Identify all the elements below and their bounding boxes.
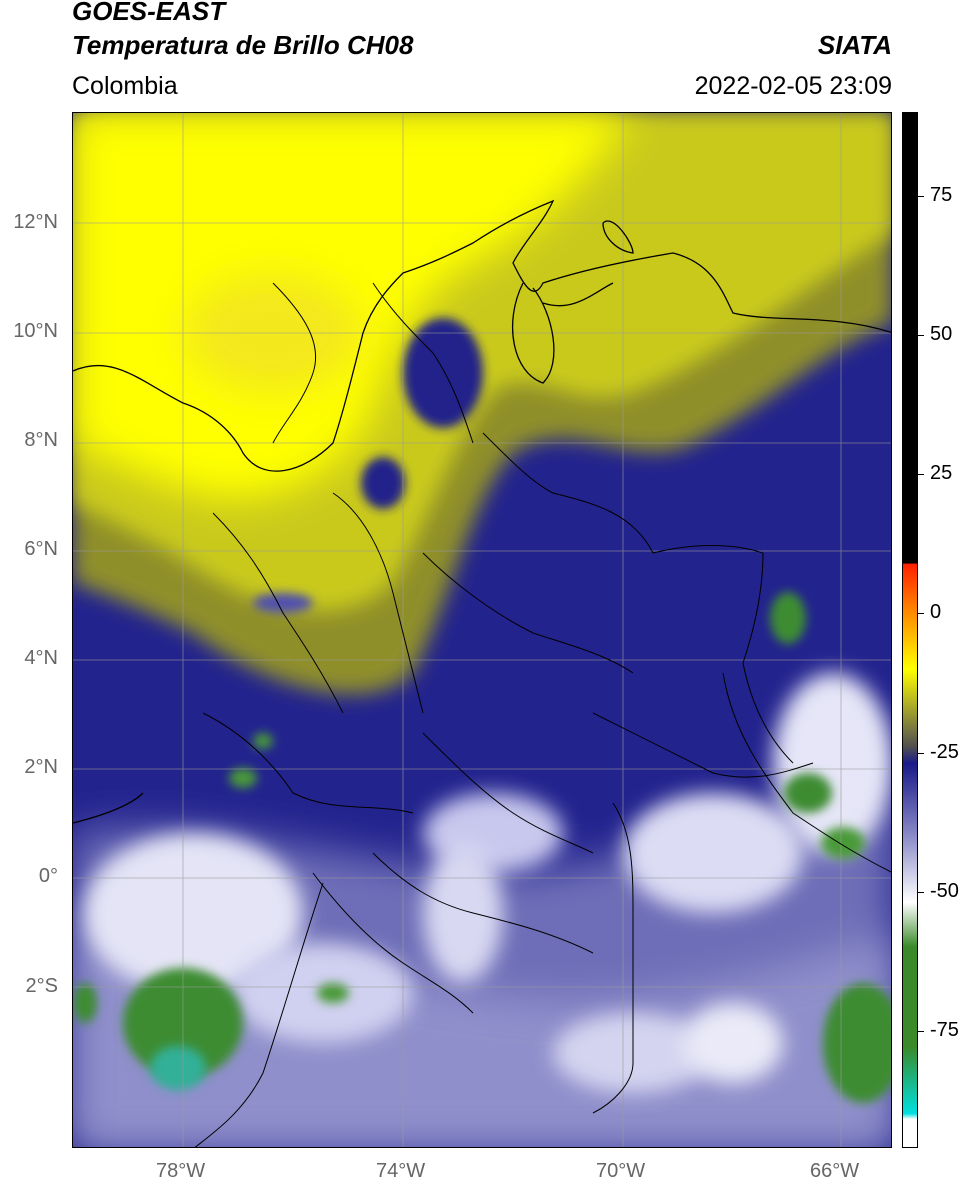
- cloud-streak: [83, 833, 303, 993]
- colorbar-tick-mark: [918, 752, 924, 754]
- colorbar-tick-mark: [918, 474, 924, 475]
- cloud-streak: [623, 793, 803, 913]
- datetime-label: 2022-02-05 23:09: [694, 72, 892, 100]
- product-title: Temperatura de Brillo CH08: [72, 30, 414, 60]
- cold-cloud-top: [784, 773, 832, 813]
- cold-cloud-top: [150, 1046, 206, 1090]
- admin-borders: [194, 282, 891, 1147]
- colorbar-tick-label: 25: [930, 462, 953, 484]
- org-label: SIATA: [817, 30, 892, 60]
- convective-core: [361, 457, 405, 509]
- region-label: Colombia: [72, 72, 178, 100]
- brightness-temperature-map: [73, 113, 891, 1147]
- convective-core: [403, 318, 483, 428]
- colorbar-tick-label: -50: [930, 879, 959, 902]
- cloud-streak: [773, 673, 891, 853]
- cold-cloud-top: [770, 592, 806, 644]
- cold-cloud-top: [253, 733, 273, 749]
- cold-cloud-top: [73, 983, 97, 1023]
- colorbar-tick-label: 50: [930, 322, 953, 345]
- colorbar-tick-mark: [918, 613, 924, 615]
- lat-label: 10°N: [13, 320, 58, 342]
- cloud-streak: [423, 843, 503, 983]
- colorbar-tick-label: -25: [930, 740, 959, 763]
- lat-label: 4°N: [24, 647, 58, 669]
- colorbar-tick-mark: [918, 334, 924, 336]
- lat-label: 2°N: [24, 756, 58, 778]
- cold-cloud-top: [317, 983, 349, 1003]
- colorbar-tick-label: 75: [930, 183, 953, 206]
- map-panel: [72, 112, 892, 1148]
- coastlines: [73, 199, 891, 824]
- lon-label: 74°W: [376, 1160, 426, 1182]
- cold-cloud-top: [229, 768, 257, 788]
- satellite-title: GOES-EAST: [72, 0, 226, 26]
- colorbar-tick-mark: [918, 1031, 924, 1032]
- cold-cloud-top: [821, 827, 865, 859]
- colorbar-tick-label: 0: [930, 601, 942, 624]
- lat-label: 6°N: [24, 538, 58, 560]
- lat-label: 8°N: [24, 429, 58, 451]
- cloud-streak: [683, 1003, 783, 1083]
- colorbar-tick-mark: [918, 891, 924, 893]
- colorbar-tick-mark: [918, 195, 924, 197]
- lon-label: 66°W: [810, 1160, 860, 1182]
- lon-label: 78°W: [156, 1160, 206, 1182]
- cold-cloud-top: [823, 983, 891, 1103]
- colorbar-tick-label: -75: [930, 1019, 959, 1041]
- lat-label: 0°: [38, 865, 58, 887]
- convective-core: [253, 593, 313, 613]
- lat-label: 12°N: [13, 211, 58, 233]
- lat-label: 2°S: [25, 975, 58, 997]
- lon-label: 70°W: [596, 1160, 646, 1182]
- temperature-colorbar: [902, 112, 918, 1148]
